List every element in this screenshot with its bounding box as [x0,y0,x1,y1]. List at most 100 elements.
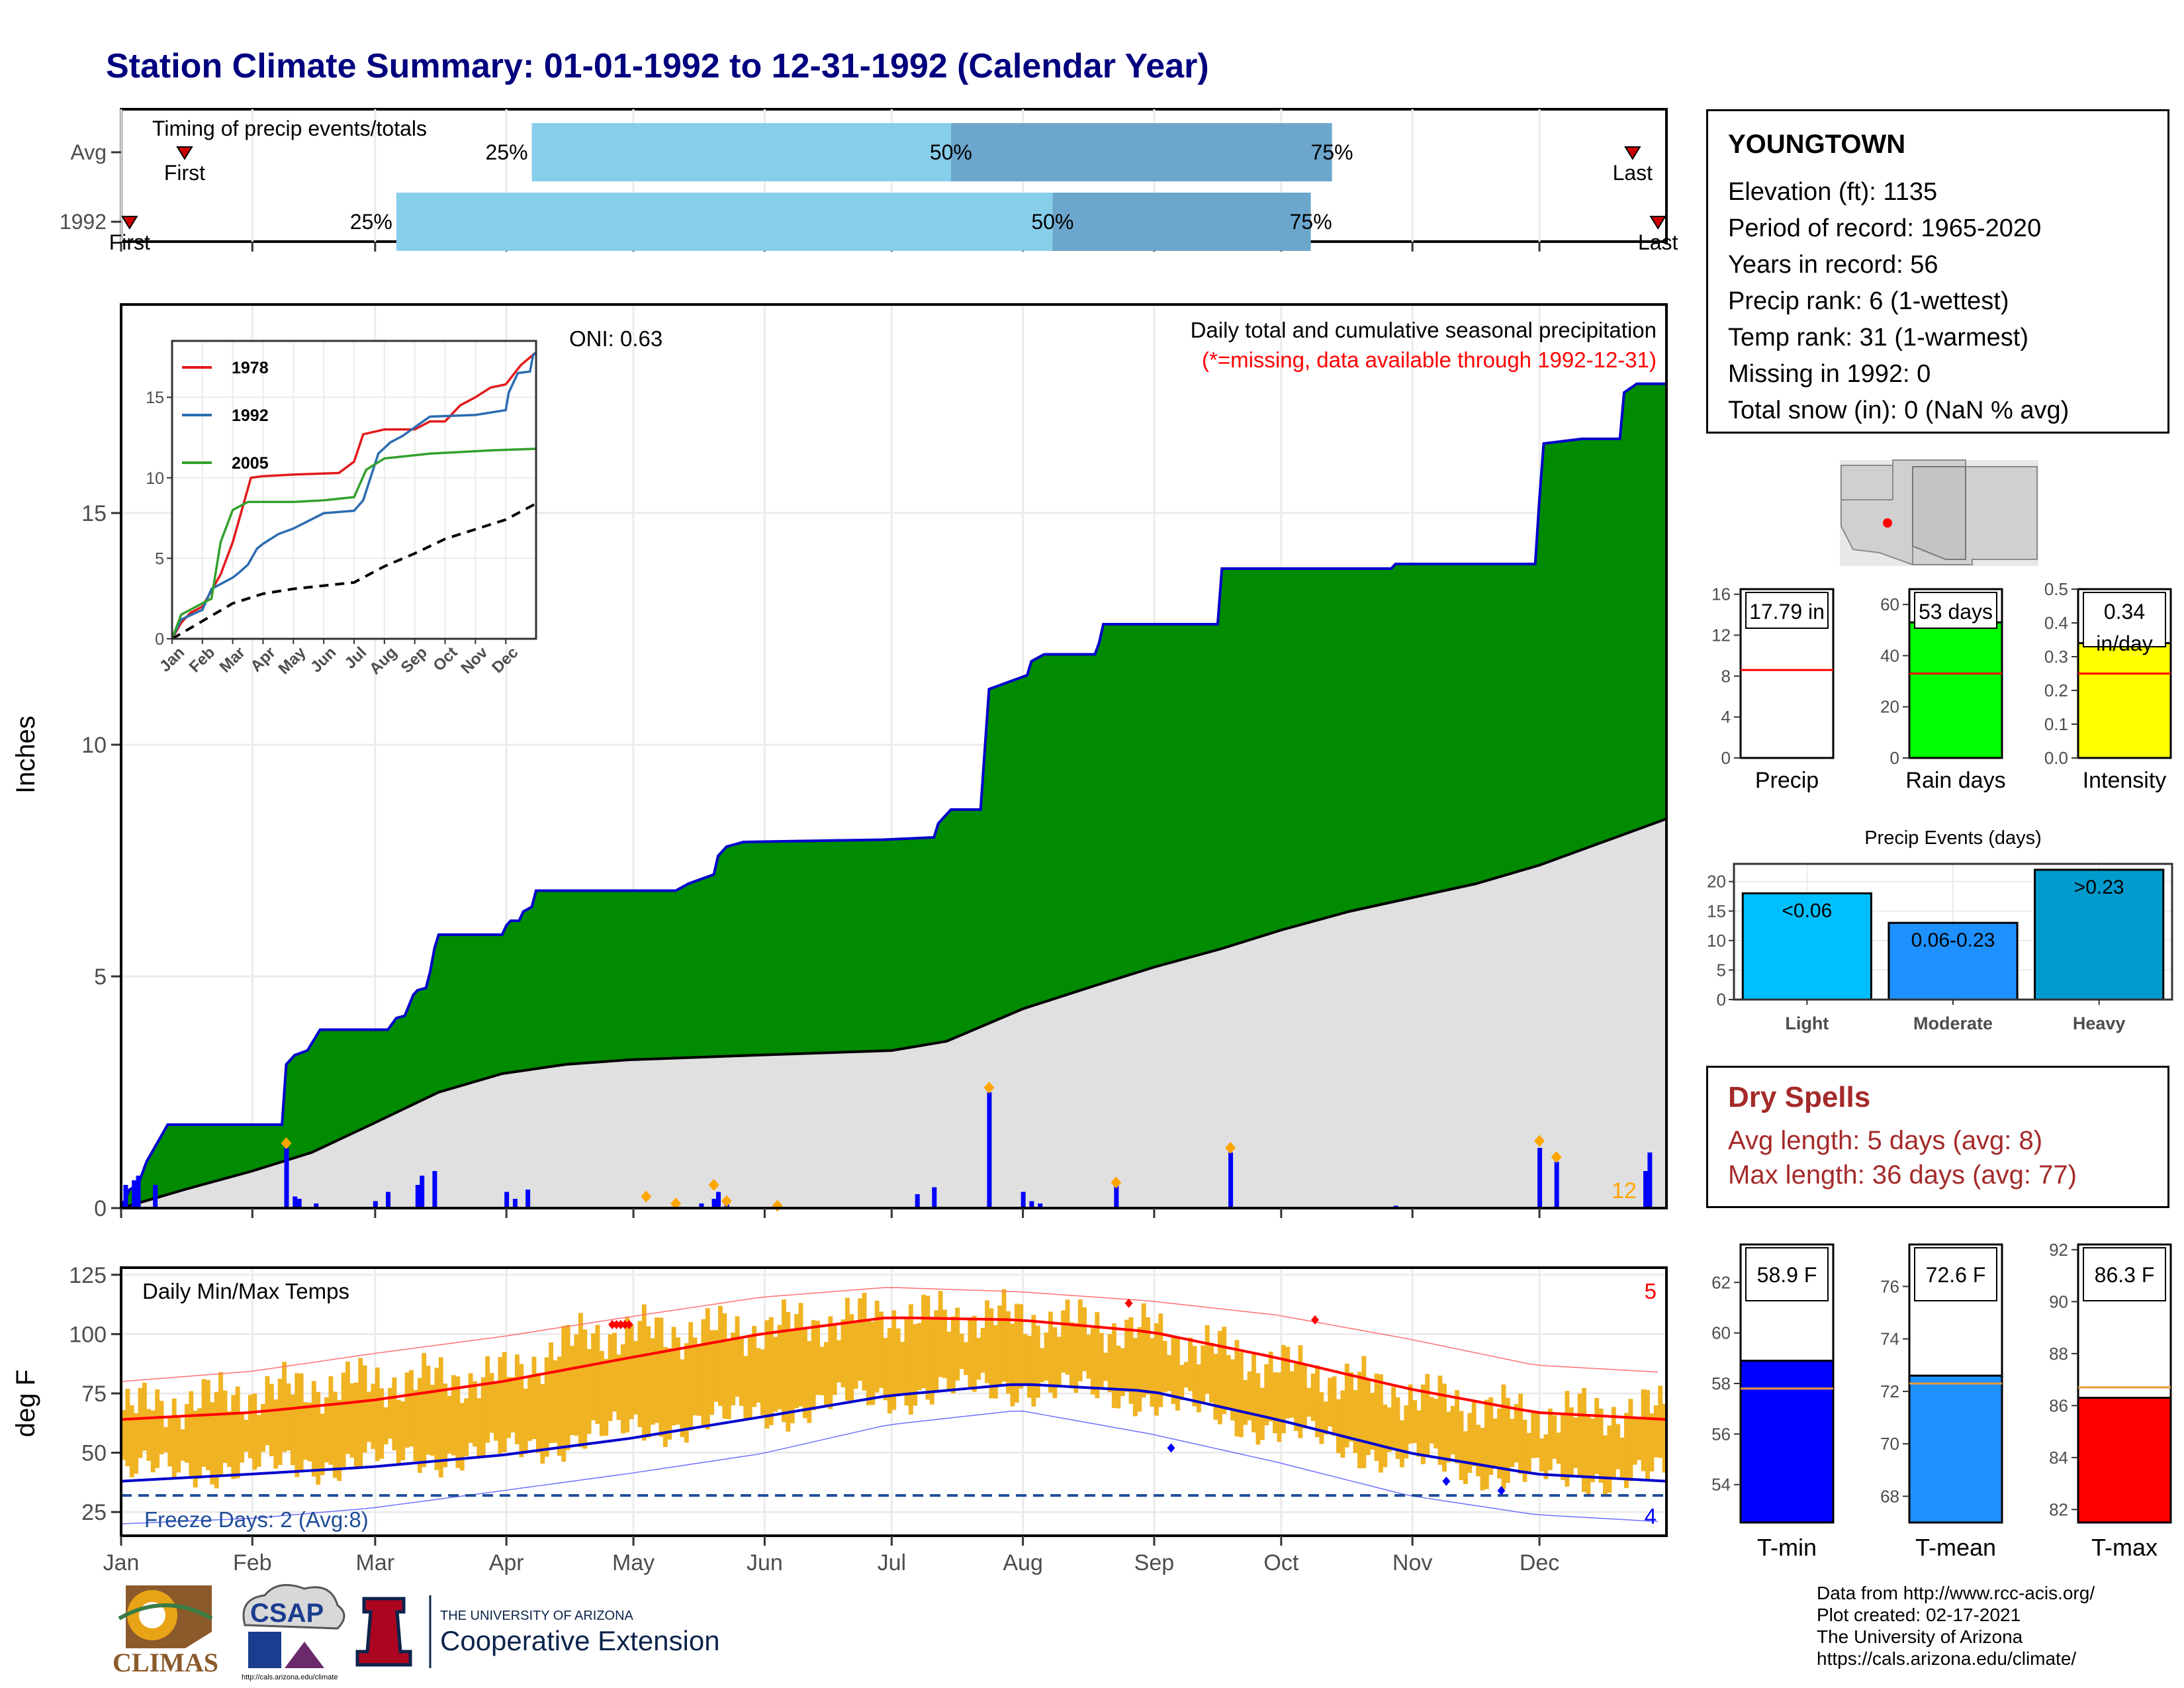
daily-precip-bar [386,1192,391,1208]
first-event-label: First [109,230,150,254]
month-label: May [612,1550,655,1575]
daily-temp-bar [756,1348,761,1403]
daily-precip-bar [1228,1152,1234,1208]
daily-temp-bar [662,1346,668,1447]
daily-precip-marker [670,1197,682,1209]
daily-temp-bar [1213,1354,1218,1420]
dry-spells-avg: Avg length: 5 days (avg: 8) [1728,1126,2043,1155]
events-ytick-label: 10 [1707,931,1726,951]
daily-temp-bar [1565,1391,1570,1487]
daily-precip-bar [512,1199,518,1208]
daily-temp-bar [1446,1411,1451,1463]
daily-precip-bar [716,1192,721,1208]
daily-temp-bar [367,1391,371,1442]
daily-precip-bar [987,1092,992,1208]
daily-temp-bar [993,1325,998,1399]
daily-temp-bar [129,1405,134,1477]
daily-temp-bar [904,1317,909,1406]
daily-temp-bar [866,1319,871,1405]
daily-temp-bar [980,1328,985,1373]
daily-temp-bar [743,1356,749,1421]
daily-temp-bar [1577,1393,1582,1477]
daily-temp-bar [938,1291,943,1378]
daily-temp-bar [163,1427,168,1452]
daily-temp-bar [705,1308,710,1430]
precip-corner-count: 12 [1612,1178,1637,1203]
mini-value-box [2083,1247,2166,1301]
daily-temp-bar [1065,1299,1070,1375]
daily-temp-bar [671,1327,676,1426]
temp-summary-bars: 54 56 58 60 62 58.9 F T-min 68 70 72 74 76 72.6 F T-m… [1711,1240,2172,1561]
daily-temp-bar [506,1377,512,1438]
daily-temp-bar [553,1360,558,1443]
events-title: Precip Events (days) [1864,827,2042,849]
record-low-marker [1497,1485,1506,1495]
daily-temp-bar [235,1386,240,1479]
mini-ytick-label: 0 [1721,748,1731,768]
daily-temp-bar [353,1382,359,1470]
month-label: Mar [356,1550,395,1575]
daily-temp-bar [815,1321,821,1395]
daily-temp-bar [1404,1405,1409,1459]
mini-ytick-label: 0.2 [2044,680,2068,700]
inset-series-1992 [171,351,537,639]
mini-ytick-label: 74 [1880,1329,1899,1349]
daily-temp-bar [434,1368,439,1470]
daily-temp-bar [455,1376,461,1468]
daily-temp-bar [396,1399,401,1464]
daily-temp-bar [480,1377,486,1458]
daily-temp-bar [142,1382,147,1451]
daily-temp-bar [849,1314,854,1402]
mini-value-unit: in/day [2096,632,2152,655]
daily-temp-bar [1353,1389,1358,1453]
daily-temp-bar [1603,1435,1608,1496]
daily-temp-bar [709,1330,715,1415]
mini-category-label: T-min [1757,1534,1817,1561]
mini-ytick-label: 92 [2049,1240,2068,1260]
mini-value-label: 58.9 F [1757,1263,1817,1287]
mini-ytick-label: 40 [1880,645,1899,665]
daily-temp-bar [1561,1413,1565,1480]
avg-min-line [120,1383,1667,1483]
timing-p75-label: 75% [1290,210,1332,234]
daily-temp-bar [1535,1412,1540,1458]
event-bar-label: <0.06 [1782,900,1832,922]
mini-value-box [1914,592,1997,629]
daily-temp-bar [138,1387,143,1458]
daily-temp-bar [286,1383,291,1451]
inset-xtick-label: May [275,643,310,679]
daily-temp-bar [282,1362,287,1452]
daily-temp-bar [1340,1390,1345,1458]
precip-frame [120,303,1668,1209]
daily-temp-bar [1315,1365,1320,1438]
month-label: Jul [878,1550,906,1575]
daily-temp-bar [1302,1364,1307,1429]
daily-temp-bar [1251,1354,1256,1432]
daily-temp-bar [1378,1374,1383,1473]
daily-temp-bar [1349,1372,1354,1442]
daily-temp-bar [1399,1420,1404,1468]
month-label: Dec [1520,1550,1559,1575]
daily-temp-bar [625,1317,630,1432]
daily-temp-bar [604,1358,609,1436]
daily-temp-bar [489,1373,494,1433]
daily-temp-bar [582,1329,588,1449]
mini-value-label: 17.79 in [1749,600,1825,624]
daily-temp-bar [1501,1384,1506,1489]
mini-ytick-label: 0.4 [2044,613,2068,633]
mini-ytick-label: 8 [1721,666,1731,686]
daily-temp-bar [1522,1419,1527,1482]
timing-p50-label: 50% [1031,210,1073,234]
daily-temp-bar [917,1323,922,1391]
daily-temp-bar [328,1376,334,1465]
timing-bar-50-75 [1052,193,1311,251]
inset-xtick-label: Dec [488,643,522,677]
daily-temp-bar [413,1389,418,1462]
daily-temp-bar [925,1295,931,1400]
timing-row-label: 1992 [60,210,107,234]
daily-temp-bar [1103,1352,1109,1382]
daily-temp-bar [1484,1399,1489,1489]
daily-precip-bar [504,1192,510,1208]
daily-temp-bar [684,1343,689,1443]
